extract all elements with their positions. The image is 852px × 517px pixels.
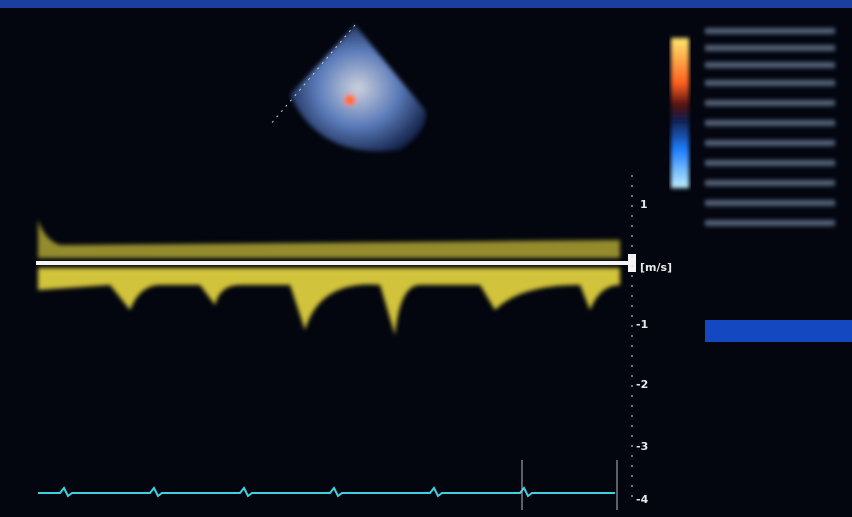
color-bar	[671, 38, 689, 188]
velocity-label: 1	[640, 198, 648, 211]
velocity-label: -4	[636, 493, 649, 506]
velocity-label: -2	[636, 378, 648, 391]
velocity-label: -1	[636, 318, 648, 331]
background	[0, 0, 852, 517]
velocity-unit: [m/s]	[640, 261, 672, 274]
baseline	[36, 261, 634, 265]
ultrasound-screen: [m/s] 1 -1 -2 -3 -4	[0, 0, 852, 517]
page: [m/s] 1 -1 -2 -3 -4 (() => { const data …	[0, 0, 852, 517]
velocity-label: -3	[636, 440, 648, 453]
status-bar	[705, 320, 852, 342]
top-bar	[0, 0, 852, 8]
